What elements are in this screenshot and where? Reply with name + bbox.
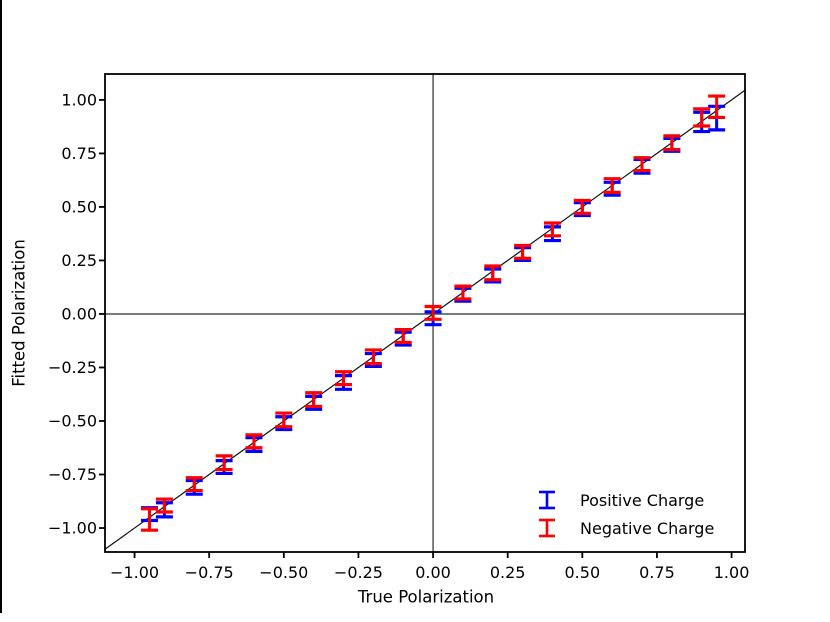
legend: Positive Charge Negative Charge [537, 486, 714, 542]
y-tick-label: 0.25 [61, 251, 97, 270]
x-tick-label: 1.00 [714, 563, 750, 582]
plot-border [104, 73, 746, 553]
x-tick-label: −0.25 [334, 563, 383, 582]
y-tick-label: −0.25 [48, 358, 97, 377]
window-edge-line [0, 0, 2, 613]
legend-entry-negative: Negative Charge [537, 514, 714, 542]
y-tick-label: 0.00 [61, 304, 97, 323]
x-tick-label: −1.00 [110, 563, 159, 582]
x-tick-label: 0.25 [490, 563, 526, 582]
x-tick-label: 0.50 [565, 563, 601, 582]
y-tick-label: −1.00 [48, 519, 97, 538]
legend-entry-positive: Positive Charge [537, 486, 714, 514]
legend-label-negative: Negative Charge [580, 518, 715, 538]
errorbar-marker-icon [539, 490, 555, 510]
x-tick-label: 0.75 [639, 563, 675, 582]
x-axis-label: True Polarization [357, 587, 495, 607]
y-tick-label: 0.75 [61, 144, 97, 163]
y-axis-label: Fitted Polarization [9, 239, 29, 387]
legend-label-positive: Positive Charge [580, 490, 705, 510]
x-tick-label: 0.00 [415, 563, 451, 582]
y-tick-label: 0.50 [61, 197, 97, 216]
errorbar-marker-icon [539, 518, 555, 538]
y-tick-label: −0.50 [48, 411, 97, 430]
y-tick-label: 1.00 [61, 90, 97, 109]
x-tick-label: −0.50 [259, 563, 308, 582]
x-tick-label: −0.75 [185, 563, 234, 582]
y-tick-label: −0.75 [48, 465, 97, 484]
